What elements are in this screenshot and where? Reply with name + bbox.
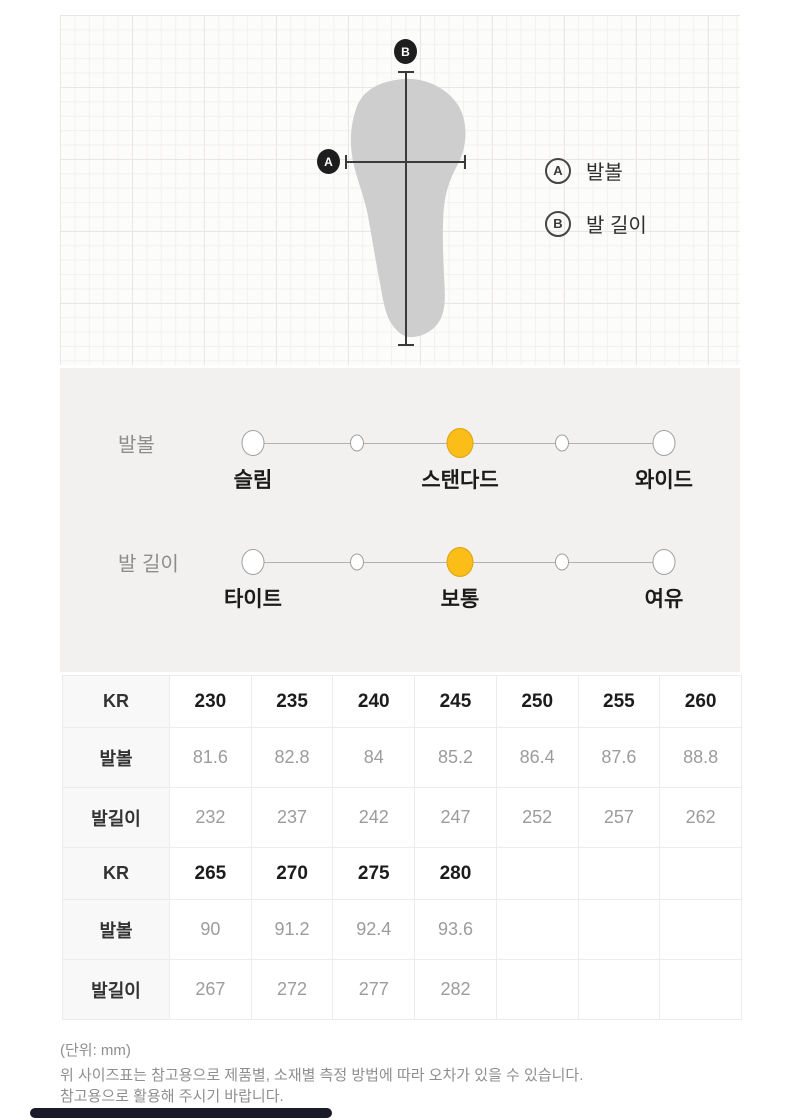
- table-cell: 242: [332, 787, 416, 848]
- slider-option-wide: 와이드: [635, 469, 693, 492]
- slider-dot-active[interactable]: [446, 428, 474, 458]
- slider-dot[interactable]: [652, 549, 676, 575]
- table-cell: 90: [169, 899, 252, 960]
- slider-dot[interactable]: [241, 549, 265, 575]
- table-cell: 230: [169, 675, 252, 728]
- table-cell: 252: [495, 787, 579, 848]
- table-cell: 85.2: [414, 727, 497, 788]
- table-cell: 93.6: [414, 899, 497, 960]
- slider-dot[interactable]: [241, 430, 265, 456]
- legend-a-icon: A: [545, 157, 571, 184]
- slider-dot[interactable]: [555, 553, 569, 571]
- table-cell: 275: [332, 847, 416, 900]
- bottom-bar: [30, 1108, 332, 1118]
- table-row: KR 230 235 240 245 250 255 260: [62, 675, 742, 728]
- table-cell: 91.2: [250, 899, 334, 960]
- legend-b-icon: B: [545, 210, 571, 237]
- slider-option-tight: 타이트: [224, 588, 282, 611]
- table-cell: 87.6: [577, 727, 661, 788]
- table-cell: 257: [577, 787, 661, 848]
- size-diagram-section: B A A 발볼 B 발 길이: [60, 15, 740, 365]
- row-header-cell: 발볼: [62, 899, 170, 960]
- table-row: KR 265 270 275 280: [62, 847, 742, 900]
- table-cell: [659, 899, 742, 960]
- table-cell: 282: [414, 959, 497, 1020]
- table-cell: 262: [659, 787, 742, 848]
- size-table: KR 230 235 240 245 250 255 260 발볼 81.6 82.8 84 85.2 8…: [62, 675, 742, 1020]
- table-cell: [577, 899, 661, 960]
- table-cell: 277: [332, 959, 416, 1020]
- table-cell: 260: [659, 675, 742, 728]
- table-cell: 272: [250, 959, 334, 1020]
- table-cell: 88.8: [659, 727, 742, 788]
- slider-dot[interactable]: [350, 553, 364, 571]
- row-header-cell: 발길이: [62, 959, 170, 1020]
- slider-dot[interactable]: [350, 434, 364, 452]
- table-cell: 237: [250, 787, 334, 848]
- table-row: 발볼 81.6 82.8 84 85.2 86.4 87.6 88.8: [62, 727, 742, 788]
- table-cell: 92.4: [332, 899, 416, 960]
- footnotes: (단위: mm) 위 사이즈표는 참고용으로 제품별, 소재별 측정 방법에 따…: [60, 1040, 583, 1108]
- legend-row-length: B 발 길이: [545, 209, 647, 238]
- slider-dot[interactable]: [555, 434, 569, 452]
- table-row: 발길이 232 237 242 247 252 257 262: [62, 787, 742, 848]
- row-header-cell: 발볼: [62, 727, 170, 788]
- legend-b-label: 발 길이: [586, 215, 647, 237]
- legend-row-width: A 발볼: [545, 156, 623, 185]
- slider-option-roomy: 여유: [644, 588, 684, 611]
- disclaimer-line-2: 참고용으로 활용해 주시기 바랍니다.: [60, 1088, 284, 1105]
- table-cell: 250: [495, 675, 579, 728]
- width-measure-line: [345, 155, 466, 169]
- slider-length-label: 발 길이: [118, 553, 179, 576]
- legend-a-label: 발볼: [586, 162, 623, 184]
- length-measure-line: [398, 71, 414, 346]
- slider-dot[interactable]: [652, 430, 676, 456]
- table-cell: 245: [414, 675, 497, 728]
- table-cell: 255: [577, 675, 661, 728]
- table-cell: 280: [414, 847, 497, 900]
- table-cell: [495, 959, 579, 1020]
- table-cell: [659, 959, 742, 1020]
- table-cell: 240: [332, 675, 416, 728]
- slider-option-standard: 스탠다드: [421, 469, 499, 492]
- slider-dot-active[interactable]: [446, 547, 474, 577]
- table-cell: 270: [250, 847, 334, 900]
- table-row: 발길이 267 272 277 282: [62, 959, 742, 1020]
- insole-illustration: [345, 71, 466, 346]
- marker-a-badge: A: [317, 149, 340, 174]
- table-cell: 86.4: [495, 727, 579, 788]
- row-header-cell: 발길이: [62, 787, 170, 848]
- slider-width-label: 발볼: [118, 434, 155, 457]
- table-cell: 267: [169, 959, 252, 1020]
- table-row: 발볼 90 91.2 92.4 93.6: [62, 899, 742, 960]
- table-cell: [577, 959, 661, 1020]
- table-cell: 235: [250, 675, 334, 728]
- table-cell: 247: [414, 787, 497, 848]
- table-cell: [659, 847, 742, 900]
- table-cell: 265: [169, 847, 252, 900]
- table-cell: 81.6: [169, 727, 252, 788]
- slider-option-normal: 보통: [440, 588, 480, 611]
- table-cell: 232: [169, 787, 252, 848]
- table-cell: 82.8: [250, 727, 334, 788]
- row-header-cell: KR: [62, 847, 170, 900]
- table-cell: [495, 847, 579, 900]
- table-cell: 84: [332, 727, 416, 788]
- disclaimer-line-1: 위 사이즈표는 참고용으로 제품별, 소재별 측정 방법에 따라 오차가 있을 …: [60, 1066, 584, 1084]
- fit-slider-section: 발볼 슬림 스탠다드 와이드 발 길이 타이트 보통 여유: [60, 368, 740, 672]
- marker-b-badge: B: [394, 39, 417, 64]
- slider-option-slim: 슬림: [233, 469, 273, 492]
- row-header-cell: KR: [62, 675, 170, 728]
- table-cell: [495, 899, 579, 960]
- table-cell: [577, 847, 661, 900]
- unit-note: (단위: mm): [60, 1042, 131, 1059]
